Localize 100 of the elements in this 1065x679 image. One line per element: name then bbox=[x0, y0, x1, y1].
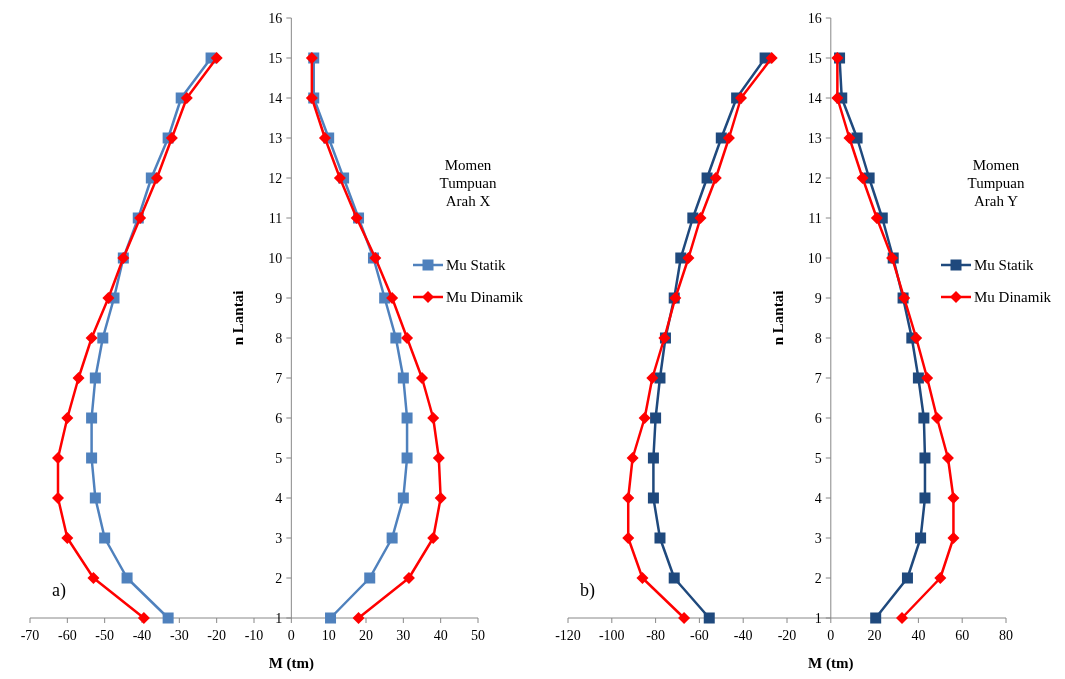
y-tick-label: 5 bbox=[275, 451, 283, 466]
point bbox=[912, 372, 924, 384]
y-axis-title: n Lantai bbox=[230, 290, 247, 346]
point bbox=[870, 212, 883, 224]
point bbox=[901, 572, 913, 584]
y-tick-label: 15 bbox=[268, 51, 283, 66]
y-tick-label: 3 bbox=[814, 531, 822, 546]
x-tick-label: 60 bbox=[955, 628, 970, 643]
point bbox=[626, 452, 639, 464]
y-tick-label: 5 bbox=[814, 451, 822, 466]
point bbox=[121, 572, 133, 584]
point bbox=[941, 452, 954, 464]
x-tick-label: -40 bbox=[132, 628, 152, 643]
point bbox=[722, 132, 735, 144]
point bbox=[687, 212, 699, 224]
x-tick-label: -60 bbox=[690, 628, 709, 643]
point bbox=[843, 132, 856, 144]
x-axis-title: M (tm) bbox=[268, 655, 315, 672]
annotation: b) bbox=[580, 580, 595, 601]
point bbox=[856, 172, 869, 184]
point bbox=[735, 92, 748, 104]
y-tick-label: 12 bbox=[268, 171, 283, 186]
point bbox=[318, 132, 331, 144]
point bbox=[654, 532, 666, 544]
y-tick-label: 7 bbox=[275, 371, 283, 386]
point bbox=[61, 412, 74, 424]
point bbox=[333, 172, 346, 184]
x-axis-title: M (tm) bbox=[808, 655, 854, 672]
point bbox=[52, 492, 64, 504]
y-tick-label: 15 bbox=[807, 51, 822, 66]
point bbox=[427, 412, 440, 424]
point bbox=[87, 572, 100, 584]
point bbox=[86, 452, 98, 464]
point bbox=[150, 172, 163, 184]
x-tick-label: -30 bbox=[170, 628, 189, 643]
x-tick-label: -120 bbox=[555, 628, 581, 643]
x-tick-label: 10 bbox=[321, 628, 336, 643]
point bbox=[765, 52, 778, 64]
y-tick-label: 9 bbox=[275, 291, 283, 306]
legend-label: Mu Dinamik bbox=[974, 289, 1052, 305]
point bbox=[397, 372, 409, 384]
x-tick-label: 20 bbox=[867, 628, 882, 643]
x-tick-label: -70 bbox=[20, 628, 40, 643]
point bbox=[102, 292, 115, 304]
x-tick-label: -10 bbox=[244, 628, 264, 643]
x-tick-label: 30 bbox=[396, 628, 411, 643]
point bbox=[89, 492, 101, 504]
point bbox=[694, 212, 707, 224]
point bbox=[432, 452, 445, 464]
point bbox=[52, 452, 64, 464]
y-tick-label: 3 bbox=[275, 531, 283, 546]
y-tick-label: 6 bbox=[275, 411, 283, 426]
point bbox=[397, 492, 409, 504]
y-tick-label: 9 bbox=[814, 291, 822, 306]
point bbox=[636, 572, 649, 584]
annotation: a) bbox=[52, 580, 66, 601]
y-tick-label: 16 bbox=[268, 11, 283, 26]
point bbox=[870, 612, 882, 624]
y-tick-label: 7 bbox=[814, 371, 822, 386]
x-tick-label: 0 bbox=[827, 628, 835, 643]
y-tick-label: 4 bbox=[814, 491, 822, 506]
y-tick-label: 8 bbox=[275, 331, 283, 346]
point bbox=[947, 492, 960, 504]
y-tick-label: 2 bbox=[275, 571, 283, 586]
point bbox=[416, 372, 428, 384]
y-tick-label: 6 bbox=[814, 411, 822, 426]
point bbox=[89, 372, 101, 384]
point bbox=[622, 532, 635, 544]
y-tick-label: 11 bbox=[268, 211, 283, 226]
point bbox=[427, 532, 440, 544]
point bbox=[934, 572, 947, 584]
y-tick-label: 12 bbox=[807, 171, 822, 186]
y-tick-label: 10 bbox=[268, 251, 283, 266]
point bbox=[401, 332, 414, 344]
point bbox=[210, 52, 223, 64]
point bbox=[947, 532, 960, 544]
x-tick-label: 20 bbox=[359, 628, 373, 643]
y-tick-label: 11 bbox=[808, 211, 822, 226]
y-tick-label: 16 bbox=[807, 11, 822, 26]
point bbox=[919, 492, 931, 504]
point bbox=[97, 332, 109, 344]
point bbox=[919, 452, 931, 464]
legend-label: Mu Statik bbox=[974, 257, 1035, 273]
point bbox=[386, 532, 398, 544]
y-tick-label: 13 bbox=[268, 131, 283, 146]
point bbox=[434, 492, 447, 504]
point bbox=[668, 572, 680, 584]
y-tick-label: 8 bbox=[814, 331, 822, 346]
y-tick-label: 1 bbox=[275, 611, 283, 626]
point bbox=[99, 532, 111, 544]
legend-title: Momen Tumpuan Arah X bbox=[439, 157, 497, 209]
point bbox=[325, 612, 337, 624]
x-tick-label: -80 bbox=[646, 628, 665, 643]
point bbox=[921, 372, 934, 384]
point bbox=[709, 172, 722, 184]
y-tick-label: 1 bbox=[814, 611, 822, 626]
point bbox=[401, 412, 413, 424]
point bbox=[831, 92, 844, 104]
x-tick-label: 50 bbox=[471, 628, 485, 643]
point bbox=[364, 572, 376, 584]
